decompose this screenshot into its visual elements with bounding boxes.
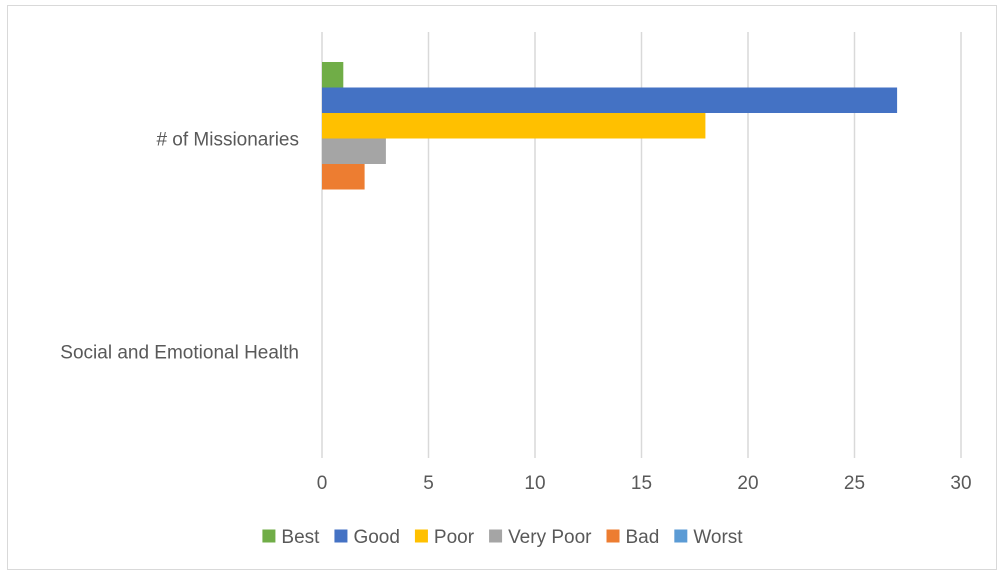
legend-swatch-very-poor — [489, 529, 503, 543]
legend-label-poor: Poor — [434, 527, 475, 548]
x-axis-ticks: 0 5 10 15 20 25 30 — [317, 473, 972, 494]
bars — [322, 62, 898, 190]
legend-label-good: Good — [353, 527, 399, 548]
category-label-social-and-emotional-health: Social and Emotional Health — [60, 343, 299, 364]
x-tick-label: 30 — [950, 473, 971, 494]
x-tick-label: 20 — [737, 473, 758, 494]
category-label-of-missionaries: # of Missionaries — [156, 130, 299, 151]
legend: Best Good Poor Very Poor Bad Worst — [262, 527, 743, 548]
bar-bad-of-missionaries — [322, 164, 365, 190]
bar-good-of-missionaries — [322, 87, 898, 113]
x-tick-label: 10 — [524, 473, 545, 494]
legend-swatch-poor — [414, 529, 428, 543]
legend-label-bad: Bad — [626, 527, 660, 548]
legend-swatch-good — [334, 529, 348, 543]
bar-best-of-missionaries — [322, 62, 344, 88]
bar-poor-of-missionaries — [322, 113, 706, 139]
legend-label-very-poor: Very Poor — [508, 527, 592, 548]
x-tick-label: 15 — [631, 473, 652, 494]
x-tick-label: 5 — [423, 473, 434, 494]
legend-swatch-best — [262, 529, 276, 543]
x-tick-label: 25 — [844, 473, 865, 494]
x-tick-label: 0 — [317, 473, 328, 494]
legend-swatch-bad — [606, 529, 620, 543]
category-axis-labels: # of Missionaries Social and Emotional He… — [60, 130, 299, 364]
legend-swatch-worst — [674, 529, 688, 543]
legend-label-worst: Worst — [693, 527, 743, 548]
legend-label-best: Best — [281, 527, 320, 548]
bar-very-poor-of-missionaries — [322, 138, 386, 164]
